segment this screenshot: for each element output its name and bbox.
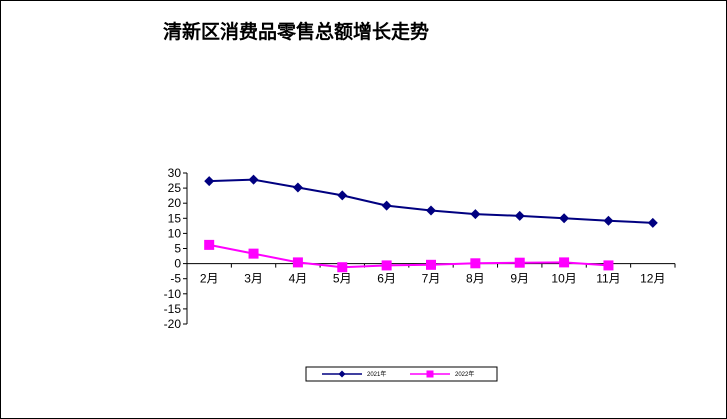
series-line [208,243,609,269]
chart-title: 清新区消费品零售总额增长走势 [163,21,430,43]
legend-item: 2021年 [322,370,386,378]
series-line [209,178,653,224]
data-point [381,200,392,211]
data-point [204,176,215,187]
y-tick-label: 30 [168,166,182,180]
data-point [292,182,303,193]
legend-item: 2022年 [410,370,474,378]
data-point [337,190,348,201]
y-tick-label: 10 [168,226,182,240]
data-point [514,210,525,221]
y-tick-label: 25 [168,181,182,195]
data-point [603,215,614,226]
y-tick-label: 15 [168,211,182,225]
y-tick-label: -5 [170,272,181,286]
data-point [470,258,481,269]
data-point [559,257,570,268]
legend-box [305,366,498,382]
data-point [426,259,436,270]
data-point [426,205,436,216]
y-tick-label: 20 [168,196,182,210]
x-tick-label: 8月 [466,272,485,286]
data-point [559,213,570,224]
legend: 2021年 2022年 [305,366,498,382]
legend-marker [426,370,434,378]
series-1 [204,174,658,228]
data-point [204,239,215,250]
data-point [470,209,481,220]
x-tick-label: 11月 [596,272,620,286]
series-2 [204,239,614,273]
data-point [647,217,658,228]
data-point [337,262,348,273]
x-tick-label: 4月 [289,272,308,286]
x-tick-label: 10月 [551,272,576,286]
data-point [514,257,525,268]
data-point [248,248,259,259]
y-tick-label: 5 [174,242,181,256]
x-tick-label: 12月 [640,272,665,286]
data-point [292,257,303,268]
data-point [603,260,614,271]
y-tick-label: -20 [164,317,182,331]
x-tick-label: 6月 [377,272,396,286]
y-tick-label: -15 [164,302,182,316]
legend-label: 2021年 [367,370,386,378]
legend-marker [338,370,346,378]
y-tick-label: -10 [164,287,182,301]
legend-label: 2022年 [455,370,474,378]
x-tick-label: 9月 [510,272,529,286]
series-layer [204,174,658,273]
data-point [248,174,259,185]
data-point [381,260,392,271]
x-tick-label: 7月 [422,272,441,286]
x-tick-label: 5月 [333,272,352,286]
x-tick-label: 3月 [244,272,263,286]
x-tick-label: 2月 [200,272,219,286]
y-tick-label: 0 [174,257,181,271]
legend-items: 2021年 2022年 [322,370,474,378]
